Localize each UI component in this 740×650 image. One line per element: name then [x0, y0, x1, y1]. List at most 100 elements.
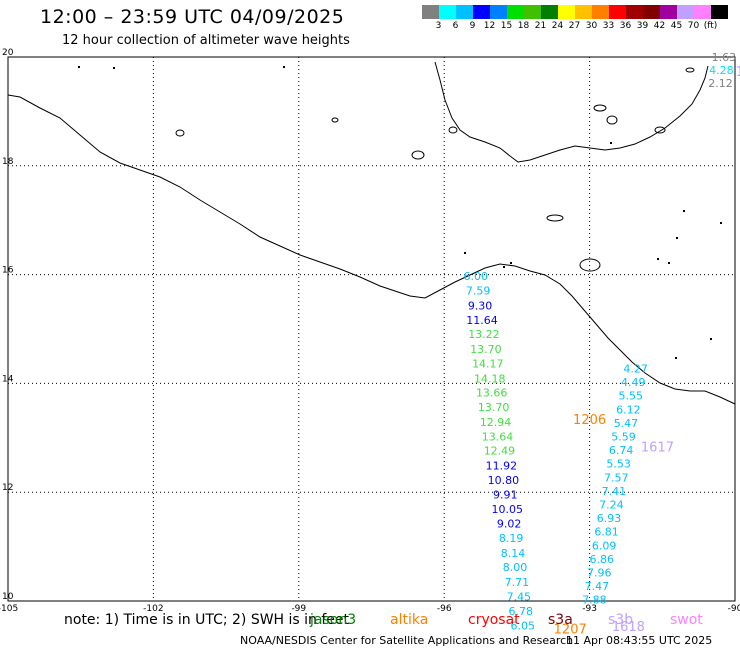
colorbar-swatch-14	[660, 5, 677, 19]
wave-height-value: 10.80	[488, 474, 520, 487]
wave-height-value: 4.28	[709, 64, 734, 77]
wave-height-value: 6.12	[616, 403, 641, 416]
coastline-gulf	[434, 61, 709, 163]
colorbar-label: 33	[602, 21, 615, 31]
wave-height-value: 6.93	[597, 512, 622, 525]
coast-speck	[113, 67, 115, 69]
colorbar-swatch-1	[439, 5, 456, 19]
lon-tick-label: -96	[437, 604, 452, 614]
wave-height-value: 8.19	[499, 532, 524, 545]
colorbar-label: 45	[670, 21, 683, 31]
lat-tick-label: 16	[2, 266, 14, 276]
satellite-cryosat: cryosat	[468, 612, 520, 628]
wave-height-value: 5.47	[614, 417, 639, 430]
colorbar-swatch-16	[694, 5, 711, 19]
wave-height-value: 7.41	[602, 485, 627, 498]
wave-height-value: 1.63	[712, 51, 737, 64]
wave-height-value: 9.02	[497, 518, 522, 531]
colorbar-swatch-9	[575, 5, 592, 19]
island-outline	[448, 126, 458, 134]
lon-tick-label: -90	[728, 604, 740, 614]
lon-tick-label: -105	[0, 604, 18, 614]
wave-height-value: 4.49	[621, 376, 646, 389]
coast-speck	[657, 258, 659, 260]
wave-height-value: 7.57	[604, 471, 629, 484]
wave-height-value: 7.96	[587, 567, 612, 580]
wave-height-value: 5.59	[611, 431, 636, 444]
coast-speck	[668, 262, 670, 264]
colorbar-swatch-8	[558, 5, 575, 19]
track-time-label: 1618	[612, 620, 645, 635]
colorbar-label: 36	[619, 21, 632, 31]
satellite-jason3: jason3	[310, 612, 357, 628]
wave-height-value: 12.49	[484, 445, 516, 458]
colorbar-swatch-4	[490, 5, 507, 19]
colorbar-label: 24	[551, 21, 564, 31]
wave-height-value: 8.14	[501, 547, 526, 560]
wave-height-value: 6.78	[509, 605, 534, 618]
wave-height-value: 4.27	[623, 363, 648, 376]
wave-height-value: 7.71	[505, 576, 530, 589]
colorbar-label: 9	[469, 21, 476, 31]
wave-height-value: 7.88	[582, 594, 607, 607]
credit-text: NOAA/NESDIS Center for Satellite Applica…	[240, 634, 574, 647]
satellite-swot: swot	[670, 612, 703, 628]
map-frame	[7, 56, 736, 602]
coast-speck	[510, 262, 512, 264]
island-outline	[654, 126, 666, 134]
track-time-label: 1207	[554, 623, 587, 638]
colorbar-swatch-12	[626, 5, 643, 19]
lat-tick-label: 14	[2, 374, 14, 384]
island-outline	[331, 117, 339, 123]
wave-height-value: 7.45	[507, 590, 532, 603]
wave-height-value: 14.18	[474, 372, 506, 385]
wave-height-value: 7.24	[599, 499, 624, 512]
wave-height-value: 7.59	[466, 285, 491, 298]
wave-height-value: 10.05	[491, 503, 523, 516]
coast-speck	[464, 252, 466, 254]
wave-height-value: 6.05	[510, 619, 535, 632]
colorbar-swatch-10	[592, 5, 609, 19]
colorbar	[422, 5, 728, 19]
wave-height-value: 11.92	[486, 459, 518, 472]
colorbar-swatch-7	[541, 5, 558, 19]
lon-tick-label: -99	[291, 604, 306, 614]
colorbar-swatch-15	[677, 5, 694, 19]
colorbar-swatch-0	[422, 5, 439, 19]
colorbar-swatch-2	[456, 5, 473, 19]
coast-speck	[503, 266, 505, 268]
colorbar-label: 3	[435, 21, 442, 31]
wave-height-value: 6.09	[592, 539, 617, 552]
colorbar-label: 39	[636, 21, 649, 31]
colorbar-label: 15	[500, 21, 513, 31]
wave-height-value: 13.70	[470, 343, 502, 356]
track-time-label: 1	[736, 65, 740, 80]
colorbar-label: 70	[687, 21, 700, 31]
coast-speck	[78, 66, 80, 68]
satellite-altika: altika	[390, 612, 429, 628]
lat-tick-label: 10	[2, 592, 14, 602]
coast-speck	[610, 142, 612, 144]
island-outline	[175, 129, 185, 137]
lat-tick-label: 18	[2, 157, 14, 167]
colorbar-swatch-17	[711, 5, 728, 19]
coast-speck	[676, 237, 678, 239]
wave-height-value: 9.91	[493, 489, 518, 502]
satellite-s3b: s3b	[608, 612, 634, 628]
coast-speck	[675, 357, 677, 359]
wave-height-value: 5.53	[606, 458, 631, 471]
coast-speck	[720, 222, 722, 224]
lon-tick-label: -102	[143, 604, 163, 614]
island-outline	[579, 258, 601, 272]
colorbar-label: 42	[653, 21, 666, 31]
colorbar-label: 12	[483, 21, 496, 31]
map-title: 12:00 – 23:59 UTC 04/09/2025	[40, 6, 345, 28]
colorbar-swatch-6	[524, 5, 541, 19]
colorbar-label: 21	[534, 21, 547, 31]
wave-height-value: 6.74	[609, 444, 634, 457]
wave-height-value: 13.22	[468, 328, 500, 341]
coast-speck	[283, 66, 285, 68]
island-outline	[546, 214, 564, 222]
wave-height-value: 9.30	[468, 299, 493, 312]
